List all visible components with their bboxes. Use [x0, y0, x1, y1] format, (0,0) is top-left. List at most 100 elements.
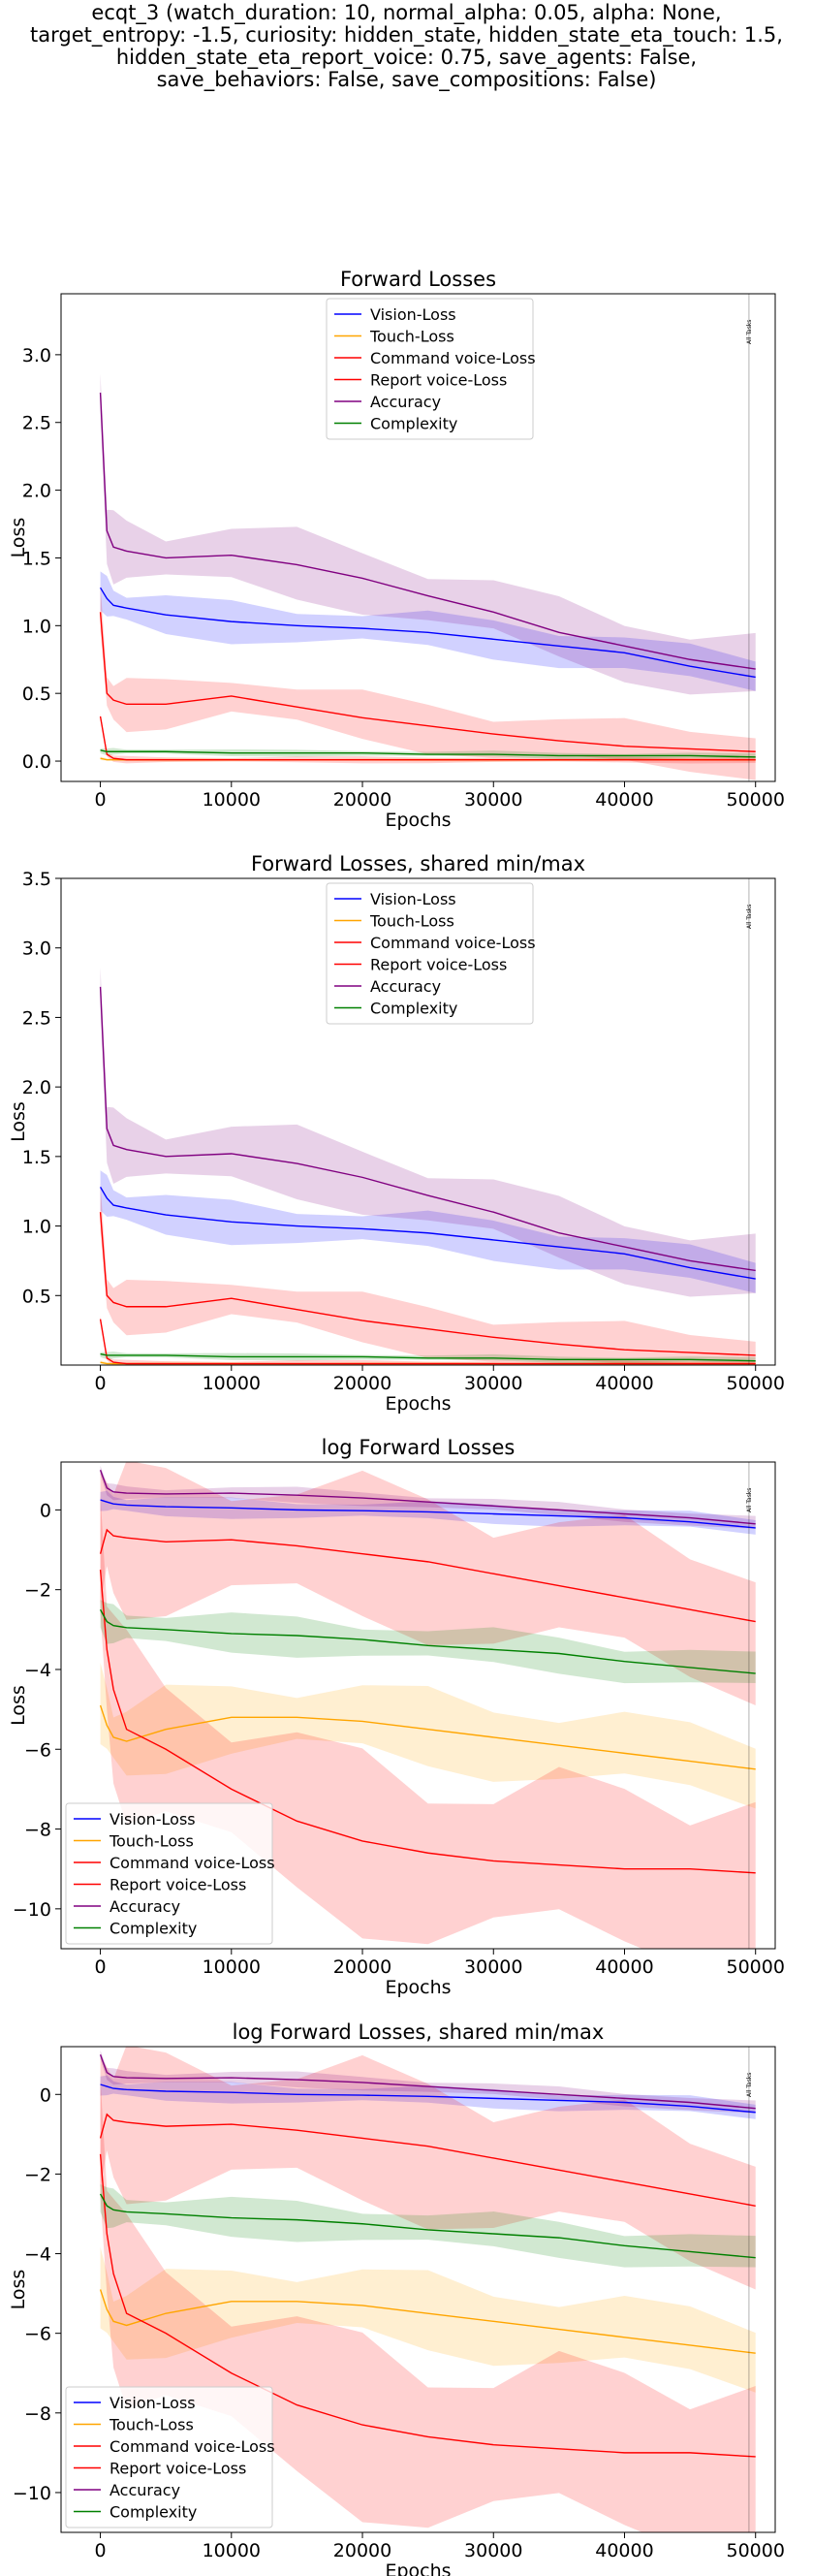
chart-title: Forward Losses, shared min/max [251, 852, 585, 875]
y-tick-label: 2.0 [22, 1077, 51, 1098]
series-band [100, 571, 756, 691]
series-line [99, 2153, 756, 2458]
x-tick-label: 30000 [464, 1956, 522, 1978]
legend-entry: Report voice-Loss [109, 1876, 246, 1894]
vline-label: All Tasks [746, 905, 753, 929]
legend-entry: Accuracy [109, 2481, 180, 2499]
legend-entry: Command voice-Loss [370, 934, 536, 952]
y-tick-label: 2.0 [22, 481, 51, 502]
series-line [99, 612, 756, 752]
series-band [100, 1490, 756, 1535]
figure-suptitle: ecqt_3 (watch_duration: 10, normal_alpha… [0, 2, 813, 91]
x-axis-label: Epochs [385, 810, 451, 831]
plot-frame [60, 2046, 776, 2533]
y-tick-label: −8 [24, 1820, 51, 1841]
y-axis-label: Loss [8, 518, 29, 558]
y-tick-label: 0.5 [22, 684, 51, 705]
plot-area [99, 2047, 756, 2532]
series-band [100, 2047, 756, 2290]
series-line [99, 392, 756, 670]
legend-entry: Report voice-Loss [370, 956, 507, 974]
plot-frame [60, 293, 776, 782]
series-band [100, 2075, 756, 2119]
x-tick-label: 50000 [726, 1956, 784, 1978]
x-tick-label: 50000 [726, 789, 784, 811]
vline-label: All Tasks [746, 1488, 753, 1512]
y-tick-label: −6 [24, 1739, 51, 1761]
chart-title: log Forward Losses [322, 1436, 516, 1459]
series-band [100, 713, 756, 764]
suptitle-line: ecqt_3 (watch_duration: 10, normal_alpha… [91, 1, 722, 24]
series-line [100, 749, 756, 758]
y-tick-label: 3.0 [22, 345, 51, 366]
legend-box [65, 2386, 273, 2528]
legend-entry: Touch-Loss [109, 1832, 194, 1851]
y-tick-label: 1.0 [22, 1217, 51, 1238]
y-tick-label: −10 [13, 1899, 51, 1921]
y-tick-label: −8 [24, 2403, 51, 2425]
chart-panel: All Tasks 0 10000 20000 30000 40000 50000 0.5 1.… [8, 852, 785, 1415]
series-band [100, 2050, 756, 2114]
y-tick-label: −2 [24, 1580, 51, 1602]
x-tick-label: 20000 [333, 1956, 391, 1978]
series-line [99, 2053, 756, 2110]
legend-entry: Touch-Loss [109, 2416, 194, 2434]
x-tick-label: 30000 [464, 789, 522, 811]
x-tick-label: 10000 [203, 2540, 261, 2561]
y-tick-label: 1.5 [22, 1147, 51, 1168]
y-tick-label: 1.5 [22, 548, 51, 569]
x-tick-label: 40000 [595, 789, 653, 811]
legend-entry: Accuracy [370, 977, 441, 996]
legend-entry: Complexity [370, 1000, 457, 1018]
series-line [99, 1319, 756, 1365]
legend-box [65, 1802, 273, 1945]
legend-entry: Vision-Loss [109, 1810, 196, 1829]
series-band [100, 1600, 756, 1684]
y-axis-label: Loss [8, 1685, 29, 1726]
y-axis-label: Loss [8, 1101, 29, 1142]
series-band [100, 2246, 756, 2393]
chart-title: log Forward Losses, shared min/max [233, 2020, 605, 2044]
chart-panel: All Tasks 0 10000 20000 30000 40000 50000 0 −2 −4… [8, 2020, 785, 2576]
chart-title: Forward Losses [340, 268, 496, 291]
y-tick-label: −2 [24, 2164, 51, 2185]
legend-entry: Vision-Loss [370, 305, 456, 324]
x-tick-label: 50000 [726, 2540, 784, 2561]
y-tick-label: 0 [40, 2084, 51, 2106]
x-tick-label: 10000 [203, 1373, 261, 1394]
legend-box [326, 882, 534, 1025]
series-line [99, 2113, 756, 2207]
series-line [99, 1187, 756, 1280]
y-tick-label: 0 [40, 1500, 51, 1521]
x-axis-label: Epochs [385, 1977, 451, 1998]
series-line [99, 587, 756, 679]
legend-entry: Accuracy [370, 393, 441, 411]
series-band [100, 584, 756, 780]
series-line [99, 2193, 756, 2259]
chart-panel: All Tasks 0 10000 20000 30000 40000 50000 0.0 0.… [8, 268, 785, 831]
y-tick-label: −6 [24, 2324, 51, 2345]
series-line [99, 716, 756, 761]
y-tick-label: 3.5 [22, 869, 51, 890]
y-tick-label: 0.0 [22, 751, 51, 773]
suptitle-line: target_entropy: -1.5, curiosity: hidden_… [30, 23, 783, 47]
x-tick-label: 40000 [595, 1956, 653, 1978]
y-tick-label: −10 [13, 2483, 51, 2504]
x-tick-label: 0 [95, 1956, 107, 1978]
plot-area [99, 967, 756, 1365]
x-tick-label: 0 [95, 1373, 107, 1394]
series-band [100, 2183, 756, 2268]
x-tick-label: 20000 [333, 789, 391, 811]
x-tick-label: 0 [95, 789, 107, 811]
x-tick-label: 10000 [203, 789, 261, 811]
plot-area [99, 373, 756, 780]
legend-entry: Command voice-Loss [109, 2437, 275, 2456]
x-axis-label: Epochs [385, 1393, 451, 1415]
series-band [100, 1462, 756, 1705]
plot-frame [60, 877, 776, 1366]
y-tick-label: −4 [24, 2244, 51, 2266]
series-band [100, 1170, 756, 1293]
series-band [100, 373, 756, 695]
x-tick-label: 20000 [333, 1373, 391, 1394]
